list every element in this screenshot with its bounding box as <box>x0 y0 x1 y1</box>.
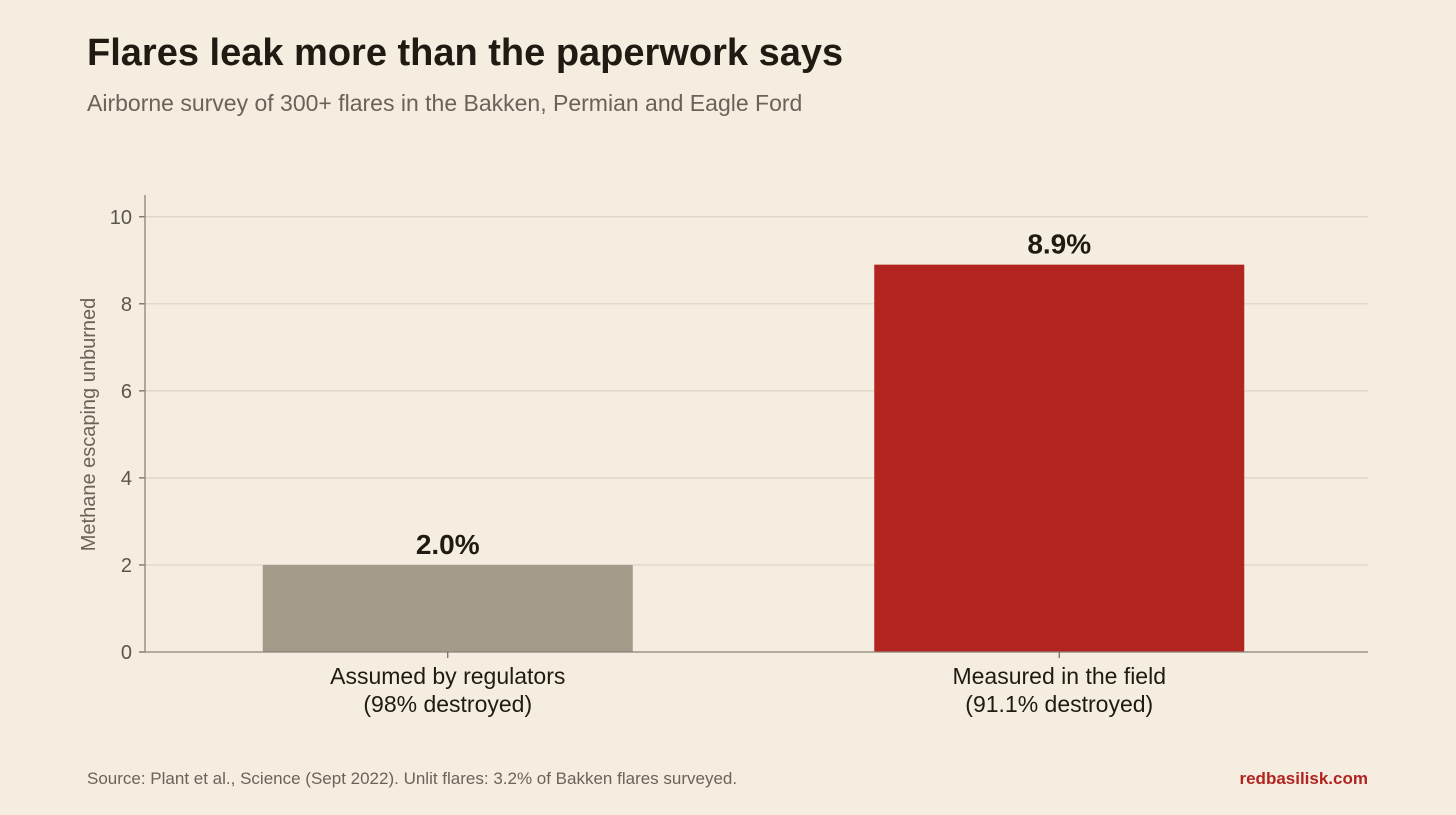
chart-subtitle: Airborne survey of 300+ flares in the Ba… <box>87 90 803 116</box>
bar <box>874 264 1245 652</box>
brand-link[interactable]: redbasilisk.com <box>1239 769 1368 788</box>
x-tick-label: Measured in the field <box>952 663 1166 689</box>
y-tick-label: 4 <box>121 468 132 490</box>
labels: 2.0% Assumed by regulators(98% destroyed)… <box>330 229 1166 717</box>
bar <box>262 564 633 652</box>
y-tick-label: 10 <box>110 207 132 229</box>
bars <box>262 264 1245 652</box>
y-tick-label: 0 <box>121 642 132 664</box>
y-tick-label: 2 <box>121 555 132 577</box>
x-tick-label: Assumed by regulators <box>330 663 565 689</box>
y-tick-label: 8 <box>121 294 132 316</box>
x-tick-label: (91.1% destroyed) <box>965 691 1153 717</box>
data-label: 8.9% <box>1027 229 1091 260</box>
y-axis-label: Methane escaping unburned <box>78 298 100 552</box>
axes: 0 2 4 6 8 10 Methane escaping unburned <box>78 195 1368 664</box>
x-tick-label: (98% destroyed) <box>363 691 532 717</box>
data-label: 2.0% <box>416 529 480 560</box>
y-tick-label: 6 <box>121 381 132 403</box>
source-note: Source: Plant et al., Science (Sept 2022… <box>87 769 738 788</box>
chart-title: Flares leak more than the paperwork says <box>87 32 844 74</box>
